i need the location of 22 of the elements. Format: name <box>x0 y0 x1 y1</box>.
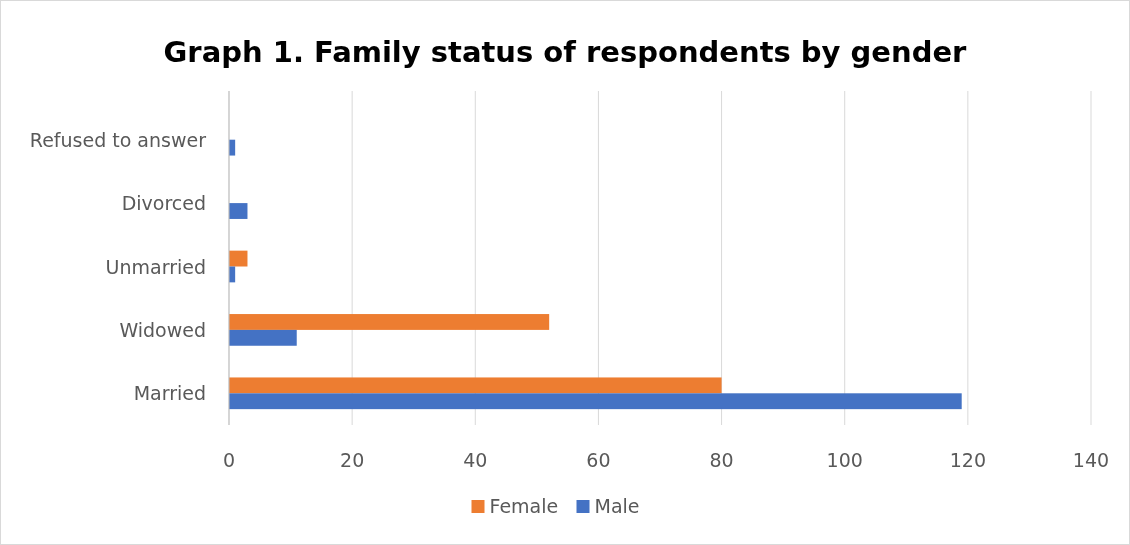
x-tick-label: 80 <box>709 449 734 471</box>
bar <box>229 377 722 394</box>
bar <box>229 250 248 267</box>
x-tick-label: 40 <box>463 449 488 471</box>
y-tick-label: Widowed <box>119 318 206 341</box>
x-tick-label: 120 <box>949 449 986 471</box>
y-tick-label: Unmarried <box>105 255 206 278</box>
bar <box>229 393 962 410</box>
y-tick-label: Divorced <box>121 192 206 215</box>
x-tick-label: 20 <box>340 449 365 471</box>
x-tick-label: 0 <box>222 449 236 471</box>
chart-title: Graph 1. Family status of respondents by gender <box>163 35 968 69</box>
x-tick-label: 100 <box>826 449 863 471</box>
bar <box>229 314 550 330</box>
y-tick-label: Married <box>133 382 206 405</box>
bar <box>229 203 248 219</box>
y-tick-label: Refused to answer <box>29 128 207 151</box>
bar <box>229 329 297 346</box>
x-tick-label: 140 <box>1072 449 1110 471</box>
legend-label: Male <box>594 495 640 517</box>
x-tick-label: 60 <box>586 449 611 471</box>
legend-label: Female <box>489 495 559 517</box>
